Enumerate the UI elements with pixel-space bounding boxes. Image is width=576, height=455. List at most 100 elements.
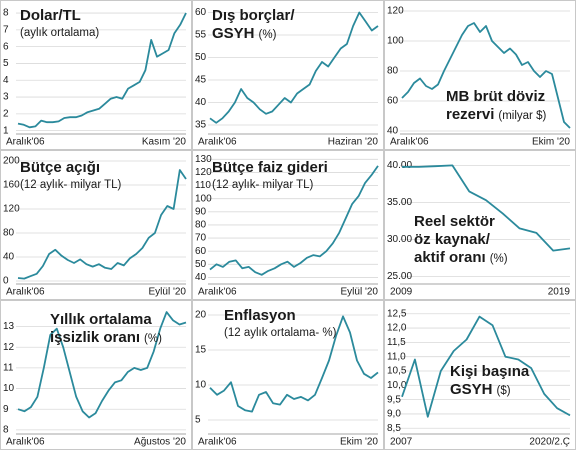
y-tick-label: 30.00: [387, 234, 412, 245]
y-tick-label: 120: [195, 167, 212, 178]
x-tick-label: Aralık'06: [198, 137, 237, 148]
y-tick-label: 11: [3, 363, 14, 374]
x-tick-label: Aralık'06: [390, 137, 429, 148]
panel-border: [192, 0, 384, 150]
panel-border: [192, 150, 384, 300]
y-tick-label: 10: [3, 383, 15, 394]
panel-title: işsizlik oranı: [50, 329, 140, 346]
y-tick-label: 9: [3, 404, 9, 415]
y-tick-label: 11,5: [387, 337, 406, 348]
x-tick-label: 2009: [390, 287, 413, 298]
y-tick-label: 15: [195, 345, 207, 356]
y-tick-label: 45: [195, 75, 207, 86]
y-tick-label: 10: [195, 380, 207, 391]
y-tick-label: 8: [3, 425, 9, 436]
y-tick-label: 20: [195, 310, 207, 321]
y-tick-label: 8: [3, 8, 9, 19]
panel-title: Dış borçlar/: [212, 7, 295, 24]
y-tick-label: 60: [195, 7, 207, 18]
panel-title: MB brüt döviz: [446, 88, 545, 105]
y-tick-label: 80: [387, 66, 399, 77]
y-tick-label: 5: [195, 415, 201, 426]
data-line: [209, 11, 379, 124]
panel-title: Reel sektör: [414, 213, 495, 230]
panel-unit: (aylık ortalama): [20, 27, 99, 39]
y-tick-label: 7: [3, 24, 9, 35]
y-tick-label: 40: [387, 126, 399, 137]
y-tick-label: 13: [3, 321, 15, 332]
panel-title: Dolar/TL: [20, 7, 81, 24]
x-tick-label: Aralık'06: [6, 437, 45, 448]
panel-title: öz kaynak/: [414, 231, 491, 248]
y-tick-label: 90: [195, 206, 207, 217]
panel-title: rezervi: [446, 106, 494, 123]
y-tick-label: 10,0: [387, 380, 407, 391]
y-tick-label: 40: [195, 272, 207, 283]
panel-title: GSYH: [212, 25, 255, 42]
y-tick-label: 9,5: [387, 394, 401, 405]
x-tick-label: Aralık'06: [6, 137, 45, 148]
y-tick-label: 12: [3, 342, 15, 353]
y-tick-label: 100: [387, 36, 404, 47]
y-tick-label: 10,5: [387, 366, 407, 377]
y-tick-label: 4: [3, 75, 9, 86]
panel-title: GSYH: [450, 381, 493, 398]
data-line: [17, 169, 187, 280]
y-tick-label: 60: [195, 246, 207, 257]
y-tick-label: 5: [3, 58, 9, 69]
panel-border: [0, 150, 192, 300]
x-tick-label: Ağustos '20: [134, 437, 186, 448]
panel-title: Bütçe faiz gideri: [212, 159, 328, 176]
x-tick-label: Aralık'06: [198, 437, 237, 448]
x-tick-label: Ekim '20: [340, 437, 378, 448]
x-tick-label: Aralık'06: [6, 287, 45, 298]
y-tick-label: 6: [3, 41, 9, 52]
x-tick-label: Kasım '20: [142, 137, 187, 148]
panel-title: Kişi başına: [450, 363, 530, 380]
y-tick-label: 8,5: [387, 423, 401, 434]
x-tick-label: 2020/2.Ç: [529, 437, 570, 448]
y-tick-label: 100: [195, 193, 212, 204]
y-tick-label: 3: [3, 92, 9, 103]
y-tick-label: 50: [195, 52, 207, 63]
panel-title: Enflasyon: [224, 307, 296, 324]
data-line: [17, 12, 187, 129]
y-tick-label: 50: [195, 259, 207, 270]
panel-unit: (12 aylık- milyar TL): [20, 179, 122, 191]
y-tick-label: 40: [195, 97, 207, 108]
y-tick-label: 70: [195, 233, 207, 244]
y-tick-label: 160: [3, 180, 20, 191]
panel-unit: (%): [259, 29, 277, 41]
y-tick-label: 80: [3, 228, 15, 239]
data-line: [401, 315, 571, 418]
panel-title: aktif oranı: [414, 249, 486, 266]
data-line: [209, 165, 379, 276]
y-tick-label: 25.00: [387, 271, 412, 282]
y-tick-label: 1: [3, 125, 9, 136]
panel-unit: (12 aylık- milyar TL): [212, 179, 314, 191]
y-tick-label: 35: [195, 120, 207, 131]
x-tick-label: Eylül '20: [149, 287, 187, 298]
x-tick-label: Eylül '20: [341, 287, 379, 298]
y-tick-label: 130: [195, 154, 212, 165]
y-tick-label: 9,0: [387, 409, 401, 420]
panel-unit: (%): [490, 253, 508, 265]
x-tick-label: Ekim '20: [532, 137, 570, 148]
panel-unit: ($): [497, 385, 511, 397]
y-tick-label: 80: [195, 220, 207, 231]
y-tick-label: 110: [195, 180, 211, 191]
y-tick-label: 200: [3, 156, 20, 167]
data-line: [209, 315, 379, 413]
y-tick-label: 120: [387, 6, 404, 17]
data-line: [402, 164, 571, 252]
y-tick-label: 0: [3, 276, 9, 287]
x-tick-label: 2007: [390, 437, 413, 448]
panel-unit: (milyar $): [498, 110, 546, 122]
y-tick-label: 35.00: [387, 197, 412, 208]
x-tick-label: 2019: [548, 287, 571, 298]
y-tick-label: 40: [3, 252, 15, 263]
y-tick-label: 55: [195, 30, 207, 41]
y-tick-label: 12,5: [387, 308, 407, 319]
y-tick-label: 120: [3, 204, 20, 215]
